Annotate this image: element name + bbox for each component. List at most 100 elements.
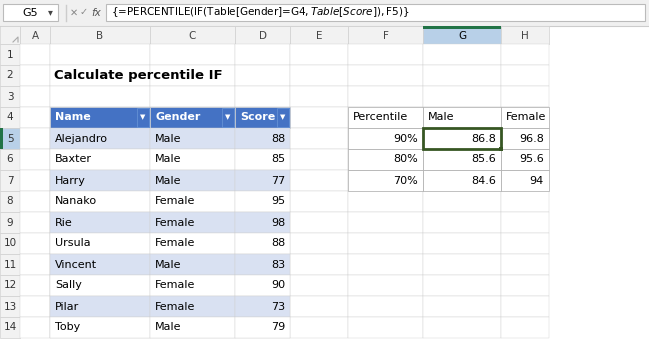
Text: fx: fx (91, 8, 101, 17)
Bar (235, 317, 290, 338)
Bar (50, 128, 150, 149)
Bar (235, 44, 290, 65)
Text: ▼: ▼ (280, 114, 286, 121)
Bar (423, 26, 501, 44)
Bar (20, 275, 50, 296)
Bar (501, 149, 549, 170)
Bar (290, 107, 348, 128)
Text: 90%: 90% (393, 134, 418, 143)
Bar (501, 26, 549, 44)
Bar (423, 107, 501, 128)
Text: Toby: Toby (55, 322, 80, 333)
Text: E: E (316, 31, 323, 41)
Bar (150, 233, 235, 254)
Bar (50, 191, 150, 212)
Bar (235, 275, 290, 296)
Bar (235, 107, 290, 128)
Bar (50, 149, 150, 170)
Bar (20, 233, 50, 254)
Bar (50, 275, 150, 296)
Bar (50, 296, 150, 317)
Bar (50, 191, 150, 212)
Text: G5: G5 (23, 8, 38, 17)
Bar (50, 170, 150, 191)
Bar (501, 65, 549, 86)
Bar (501, 128, 549, 149)
Text: 95: 95 (271, 196, 285, 207)
Bar (290, 86, 348, 107)
Bar (290, 275, 348, 296)
Text: 77: 77 (271, 175, 285, 185)
Bar (150, 212, 235, 233)
Text: Male: Male (155, 155, 182, 164)
Bar (501, 107, 549, 128)
Bar (150, 26, 235, 44)
Bar (235, 170, 290, 191)
Bar (423, 296, 501, 317)
Bar (235, 149, 290, 170)
Bar (501, 212, 549, 233)
Bar (50, 317, 150, 338)
Bar (290, 317, 348, 338)
Bar (150, 254, 235, 275)
Bar (0, 212, 20, 233)
Bar (150, 149, 235, 170)
Text: 2: 2 (6, 70, 14, 81)
Bar (50, 233, 150, 254)
Bar (150, 212, 235, 233)
Bar (423, 149, 501, 170)
Bar (0, 107, 20, 128)
Text: Female: Female (155, 238, 195, 249)
Text: 13: 13 (3, 302, 17, 311)
Bar (150, 149, 235, 170)
Bar (50, 107, 150, 128)
Bar (501, 107, 549, 128)
Bar (423, 86, 501, 107)
Bar (150, 275, 235, 296)
Bar (290, 212, 348, 233)
Bar (50, 149, 150, 170)
Bar (235, 149, 290, 170)
Bar (348, 275, 423, 296)
Bar (501, 254, 549, 275)
Text: Harry: Harry (55, 175, 86, 185)
Text: Female: Female (155, 302, 195, 311)
Bar (50, 128, 150, 149)
Bar (423, 44, 501, 65)
Bar (235, 254, 290, 275)
Bar (423, 233, 501, 254)
Text: 4: 4 (6, 113, 14, 122)
Bar (50, 86, 150, 107)
Text: 86.8: 86.8 (471, 134, 496, 143)
Bar (50, 212, 150, 233)
Bar (235, 296, 290, 317)
Bar (235, 254, 290, 275)
Bar (150, 191, 235, 212)
Bar (150, 275, 235, 296)
Bar (50, 254, 150, 275)
Bar (50, 26, 150, 44)
Bar (501, 170, 549, 191)
Bar (50, 233, 150, 254)
Bar (0, 254, 20, 275)
Bar (235, 212, 290, 233)
Text: 96.8: 96.8 (519, 134, 544, 143)
Bar (50, 254, 150, 275)
Text: ✕: ✕ (70, 8, 78, 17)
Text: 70%: 70% (393, 175, 418, 185)
Bar (423, 26, 501, 29)
Text: Nanako: Nanako (55, 196, 97, 207)
Text: 10: 10 (3, 238, 17, 249)
Bar (50, 296, 150, 317)
Text: 11: 11 (3, 260, 17, 269)
Bar (501, 44, 549, 65)
Bar (423, 149, 501, 170)
Bar (348, 26, 423, 44)
Bar (423, 65, 501, 86)
Bar (0, 44, 20, 65)
Text: Male: Male (155, 260, 182, 269)
Bar (348, 44, 423, 65)
Text: Sally: Sally (55, 281, 82, 290)
Bar (50, 107, 150, 128)
Text: 90: 90 (271, 281, 285, 290)
